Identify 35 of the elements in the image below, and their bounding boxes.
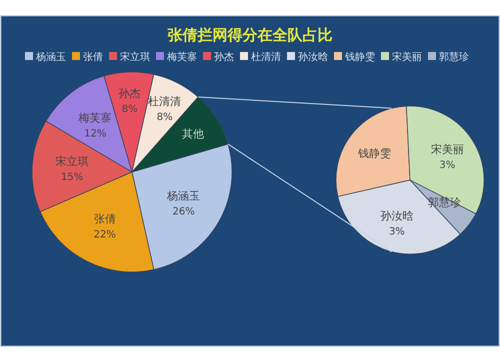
slice-label: 张倩: [94, 212, 116, 226]
legend-杜清清: 杜清清: [240, 52, 281, 63]
slice-label: 宋美丽: [430, 142, 464, 156]
legend-label: 宋立琪: [120, 51, 150, 63]
legend-张倩: 张倩: [72, 52, 103, 63]
legend-孙杰: 孙杰: [203, 52, 234, 63]
data-label: 3%: [439, 160, 456, 171]
legend-梅芙寨: 梅芙寨: [156, 52, 197, 63]
legend-label: 杨涵玉: [35, 51, 66, 63]
slice-label: 杨涵玉: [166, 190, 200, 203]
chart-title: 张倩拦网得分在全队占比: [168, 26, 332, 44]
data-label: 26%: [172, 206, 195, 218]
slice-label: 其他: [182, 127, 204, 140]
legend-宋立琪: 宋立琪: [109, 52, 150, 63]
legend-label: 张倩: [83, 51, 103, 63]
data-label: 15%: [61, 172, 84, 184]
data-label: 8%: [122, 104, 138, 116]
legend-label: 孙杰: [214, 51, 234, 63]
data-label: 8%: [156, 112, 173, 123]
slice-label: 钱静雯: [357, 147, 392, 160]
legend-孙汝晗: 孙汝晗: [287, 52, 328, 63]
slice-label: 孙汝晗: [380, 209, 414, 222]
legend-杨涵玉: 杨涵玉: [25, 52, 66, 63]
legend-钱静雯: 钱静雯: [334, 52, 375, 63]
data-label: 12%: [84, 128, 106, 140]
slice-label: 梅芙寨: [78, 112, 112, 125]
legend-label: 梅芙寨: [166, 51, 197, 63]
legend-宋美丽: 宋美丽: [381, 52, 422, 63]
slice-label: 宋立琪: [56, 155, 89, 168]
slice-label: 孙杰: [118, 87, 141, 100]
legend-label: 杜清清: [251, 51, 281, 63]
slice-label: 杜清清: [148, 94, 182, 108]
data-label: 3%: [388, 226, 405, 238]
legend-郭慧珍: 郭慧珍: [428, 52, 469, 63]
data-label: 22%: [94, 229, 116, 240]
